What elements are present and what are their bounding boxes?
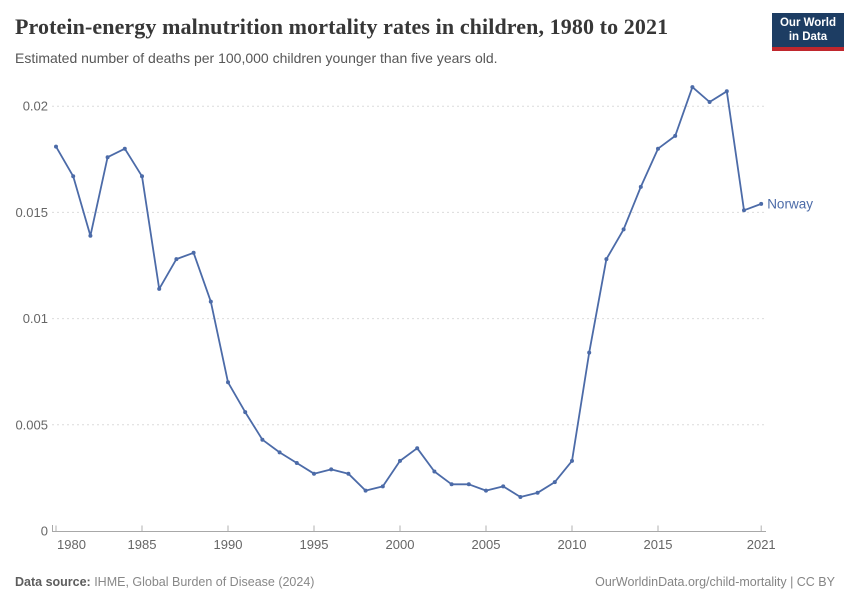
data-point-marker[interactable]: [243, 410, 248, 415]
series-end-label: Norway: [767, 196, 813, 211]
data-point-marker[interactable]: [656, 146, 660, 151]
data-point-marker[interactable]: [432, 469, 437, 474]
x-axis-tick-label: 1980: [57, 537, 86, 552]
data-point-marker[interactable]: [690, 85, 695, 90]
data-point-marker[interactable]: [277, 450, 282, 455]
data-point-marker[interactable]: [226, 380, 230, 385]
data-point-marker[interactable]: [604, 257, 609, 262]
data-point-marker[interactable]: [208, 299, 213, 304]
data-point-marker[interactable]: [638, 184, 643, 189]
x-axis-tick-label: 2005: [472, 537, 501, 552]
data-point-marker[interactable]: [260, 437, 265, 442]
data-point-marker[interactable]: [673, 133, 678, 138]
y-axis-tick-label: 0.01: [23, 311, 48, 326]
x-axis-tick-label: 1995: [300, 537, 329, 552]
x-axis-tick-label: 2010: [558, 537, 587, 552]
y-axis-tick-label: 0: [41, 524, 48, 539]
data-point-marker[interactable]: [329, 467, 334, 472]
data-point-marker[interactable]: [724, 89, 729, 94]
page-title: Protein-energy malnutrition mortality ra…: [15, 14, 669, 39]
data-point-marker[interactable]: [552, 480, 557, 485]
data-point-marker[interactable]: [191, 250, 196, 255]
data-point-marker[interactable]: [587, 350, 592, 355]
data-point-marker[interactable]: [398, 458, 402, 463]
data-point-marker[interactable]: [466, 482, 471, 487]
data-point-marker[interactable]: [707, 100, 712, 104]
data-point-marker[interactable]: [535, 490, 540, 495]
data-point-marker[interactable]: [449, 482, 454, 487]
data-source-value: IHME, Global Burden of Disease (2024): [90, 575, 315, 589]
data-point-marker[interactable]: [122, 146, 127, 151]
x-axis-tick-label: 1985: [128, 537, 157, 552]
data-point-marker[interactable]: [105, 155, 110, 160]
data-point-marker[interactable]: [484, 488, 488, 493]
y-axis-tick-label: 0.02: [23, 99, 48, 114]
data-point-marker[interactable]: [140, 174, 144, 179]
data-point-marker[interactable]: [570, 458, 574, 463]
data-point-marker[interactable]: [759, 201, 764, 206]
data-point-marker[interactable]: [415, 446, 420, 451]
data-point-marker[interactable]: [88, 233, 93, 238]
data-point-marker[interactable]: [312, 471, 316, 476]
x-axis-tick-label: 2021: [747, 537, 776, 552]
data-point-marker[interactable]: [621, 227, 626, 232]
data-point-marker[interactable]: [346, 471, 351, 476]
data-point-marker[interactable]: [363, 488, 368, 493]
owid-logo-line1: Our World: [779, 17, 836, 29]
data-point-marker[interactable]: [501, 484, 506, 489]
page-subtitle: Estimated number of deaths per 100,000 c…: [15, 50, 498, 66]
owid-logo[interactable]: Our World in Data: [771, 13, 844, 51]
credit-link[interactable]: OurWorldinData.org/child-mortality | CC …: [595, 575, 835, 589]
x-axis-tick-label: 1990: [214, 537, 243, 552]
data-point-marker[interactable]: [380, 484, 385, 489]
y-axis-tick-label: 0.005: [15, 417, 48, 432]
x-axis-tick-label: 2000: [386, 537, 415, 552]
data-point-marker[interactable]: [157, 286, 162, 291]
data-source-label: Data source:: [15, 575, 91, 589]
data-point-marker[interactable]: [71, 174, 76, 179]
y-axis-tick-label: 0.015: [15, 205, 48, 220]
data-point-marker[interactable]: [294, 461, 299, 465]
data-point-marker[interactable]: [518, 495, 523, 499]
series-line[interactable]: [55, 86, 763, 498]
data-source-text: Data source: IHME, Global Burden of Dise…: [15, 575, 314, 589]
owid-logo-line2: in Data: [788, 31, 828, 44]
data-point-marker[interactable]: [54, 144, 58, 149]
x-axis-tick-label: 2015: [644, 537, 673, 552]
data-point-marker[interactable]: [174, 257, 179, 262]
chart-footer: Data source: IHME, Global Burden of Dise…: [15, 575, 835, 589]
data-point-marker[interactable]: [742, 208, 746, 213]
